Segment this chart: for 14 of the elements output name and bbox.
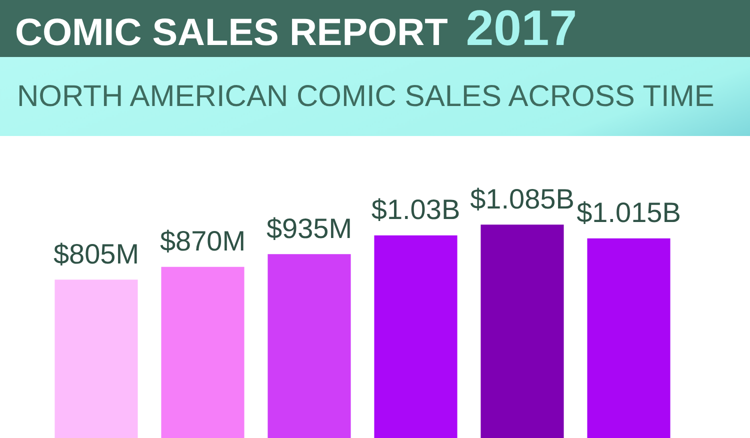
bar <box>268 254 351 438</box>
data-label: $1.015B <box>576 197 681 228</box>
bar <box>587 238 670 438</box>
bar <box>374 235 458 438</box>
bar <box>54 280 138 438</box>
data-label: $1.03B <box>371 194 460 226</box>
bar <box>161 266 244 438</box>
data-label: $1.085B <box>470 183 574 214</box>
data-label: $805M <box>53 238 140 270</box>
bar <box>480 224 564 438</box>
data-label: $870M <box>160 226 246 257</box>
chart-title: COMIC SALES REPORT 2017 <box>15 0 578 56</box>
chart-subtitle: NORTH AMERICAN COMIC SALES ACROSS TIME <box>17 79 714 115</box>
data-label: $935M <box>266 212 352 244</box>
